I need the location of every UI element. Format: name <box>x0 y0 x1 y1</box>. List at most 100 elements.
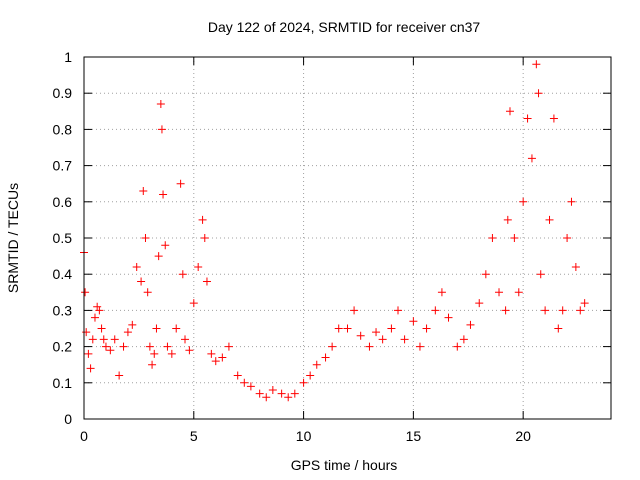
data-point <box>145 342 154 351</box>
data-point <box>545 215 554 224</box>
data-point <box>415 342 424 351</box>
data-point <box>233 371 242 380</box>
data-point <box>532 60 541 69</box>
data-point <box>139 186 148 195</box>
y-tick-label: 1 <box>64 49 72 65</box>
y-tick-label: 0.3 <box>53 302 73 318</box>
data-point <box>224 342 233 351</box>
data-point <box>159 190 168 199</box>
data-point <box>523 114 532 123</box>
ticks: 00.10.20.30.40.50.60.70.80.910 5 10 15 20 <box>53 49 611 444</box>
y-tick-label: 0.7 <box>53 158 73 174</box>
data-point <box>123 328 132 337</box>
data-point <box>459 335 468 344</box>
data-point <box>306 371 315 380</box>
plot-frame <box>83 56 612 420</box>
data-point <box>106 346 115 355</box>
data-point <box>563 234 572 242</box>
data-point <box>488 234 497 242</box>
data-point <box>181 335 190 344</box>
data-point <box>84 349 93 358</box>
data-point <box>88 335 97 344</box>
data-point <box>198 215 207 224</box>
data-point <box>268 386 277 395</box>
data-point <box>580 299 589 308</box>
data-point <box>119 342 128 351</box>
data-point <box>378 335 387 344</box>
data-point <box>299 378 308 387</box>
x-tick-label: 15 <box>406 428 422 444</box>
data-point <box>514 288 523 297</box>
data-point <box>312 360 321 369</box>
data-points <box>80 60 589 402</box>
data-point <box>154 252 163 261</box>
data-point <box>101 342 110 351</box>
data-point <box>95 306 104 315</box>
y-tick-label: 0 <box>64 411 72 427</box>
data-point <box>110 335 119 344</box>
data-point <box>475 299 484 308</box>
x-tick-label: 10 <box>296 428 312 444</box>
data-point <box>128 320 137 329</box>
data-point <box>194 262 203 271</box>
data-point <box>97 324 106 333</box>
data-point <box>156 100 165 109</box>
data-point <box>90 313 99 322</box>
data-point <box>549 114 558 123</box>
data-point <box>466 320 475 329</box>
data-point <box>262 393 271 402</box>
data-point <box>387 324 396 333</box>
data-point <box>176 179 185 188</box>
y-tick-label: 0.9 <box>53 85 73 101</box>
y-tick-label: 0.2 <box>53 339 73 355</box>
data-point <box>343 324 352 333</box>
data-point <box>167 349 176 358</box>
data-point <box>527 154 536 163</box>
data-point <box>178 270 187 279</box>
data-point <box>218 353 227 362</box>
data-point <box>541 306 550 315</box>
data-point <box>576 306 585 315</box>
data-point <box>284 393 293 402</box>
y-tick-label: 0.8 <box>53 121 73 137</box>
y-tick-label: 0.1 <box>53 375 73 391</box>
x-tick-label: 5 <box>190 428 198 444</box>
data-point <box>571 262 580 271</box>
data-point <box>240 378 249 387</box>
grid <box>84 57 611 419</box>
data-point <box>501 306 510 315</box>
data-point <box>152 324 161 333</box>
data-point <box>558 306 567 315</box>
data-point <box>172 324 181 333</box>
data-point <box>81 288 90 297</box>
data-point <box>510 234 519 242</box>
data-point <box>567 197 576 206</box>
data-point <box>185 346 194 355</box>
data-point <box>132 262 141 271</box>
data-point <box>200 234 209 242</box>
data-point <box>554 324 563 333</box>
data-point <box>148 360 157 369</box>
data-point <box>82 328 91 337</box>
data-point <box>277 389 286 398</box>
data-point <box>163 342 172 351</box>
data-point <box>505 107 514 116</box>
data-point <box>255 389 264 398</box>
data-point <box>334 324 343 333</box>
data-point <box>431 306 440 315</box>
data-point <box>99 335 108 344</box>
data-point <box>141 234 150 242</box>
data-point <box>207 349 216 358</box>
data-point <box>137 277 146 286</box>
data-point <box>189 299 198 308</box>
data-point <box>394 306 403 315</box>
x-tick-label: 20 <box>515 428 531 444</box>
data-point <box>321 353 330 362</box>
data-point <box>143 288 152 297</box>
data-point <box>365 342 374 351</box>
data-point <box>372 328 381 337</box>
data-point <box>409 317 418 326</box>
data-point <box>453 342 462 351</box>
data-point <box>202 277 211 286</box>
